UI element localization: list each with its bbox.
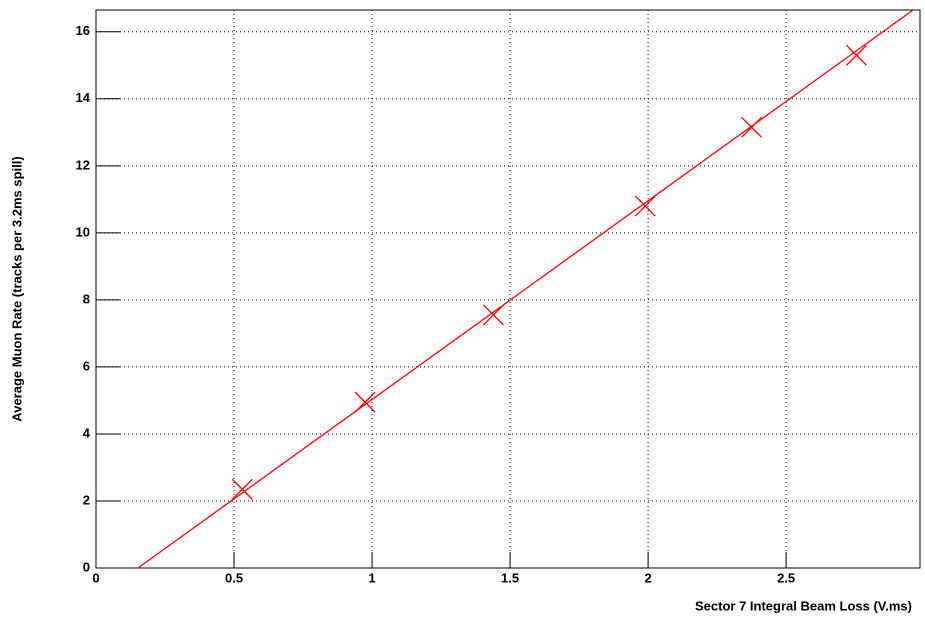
x-tick-label: 1.5	[501, 570, 519, 585]
marker-stroke	[634, 195, 656, 217]
data-point	[741, 116, 763, 138]
x-tick-label: 2.5	[777, 570, 795, 585]
x-tick-label: 0	[92, 570, 99, 585]
marker-stroke	[741, 116, 763, 138]
x-tick-label: 0.5	[225, 570, 243, 585]
data-point	[354, 391, 376, 413]
data-point	[846, 44, 867, 66]
data-point	[483, 304, 504, 326]
x-axis-label: Sector 7 Integral Beam Loss (V.ms)	[695, 598, 912, 613]
y-tick-label: 2	[83, 492, 90, 507]
y-tick-label: 4	[83, 425, 91, 440]
y-tick-label: 6	[83, 358, 90, 373]
marker-stroke	[231, 478, 253, 500]
x-tick-label: 1	[368, 570, 375, 585]
y-tick-label: 8	[83, 291, 90, 306]
marker-stroke	[354, 391, 376, 413]
y-tick-label: 16	[76, 23, 90, 38]
marker-stroke	[846, 44, 867, 66]
y-tick-label: 0	[83, 559, 90, 574]
y-tick-label: 12	[76, 157, 90, 172]
marker-stroke	[483, 304, 504, 326]
fit-line	[137, 9, 914, 569]
data-point	[634, 195, 656, 217]
y-axis-label: Average Muon Rate (tracks per 3.2ms spil…	[9, 156, 24, 421]
y-tick-label: 10	[76, 224, 90, 239]
x-tick-label: 2	[644, 570, 651, 585]
y-tick-label: 14	[76, 90, 91, 105]
data-point	[231, 478, 253, 500]
